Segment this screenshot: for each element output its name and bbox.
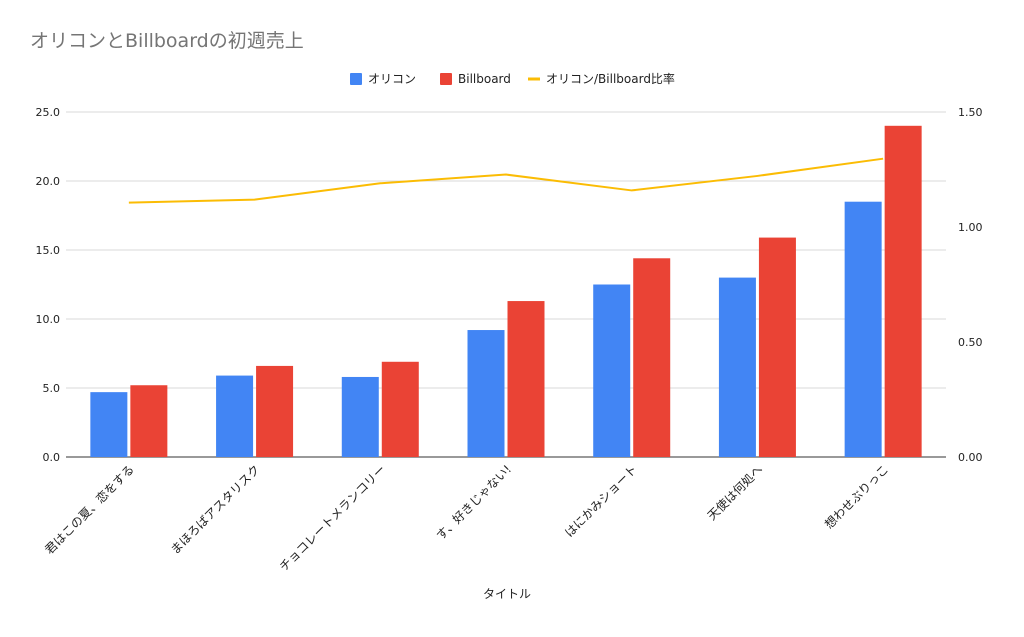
y2-tick-label: 0.00 [958, 451, 983, 464]
series-line [128, 157, 884, 204]
y-tick-label: 10.0 [36, 313, 61, 326]
bar [256, 365, 294, 457]
y2-tick-label: 0.50 [958, 336, 983, 349]
y-tick-label: 15.0 [36, 244, 61, 257]
bar [884, 125, 922, 458]
chart-title: オリコンとBillboardの初週売上 [30, 30, 304, 52]
bar [507, 301, 545, 457]
bar [341, 376, 379, 457]
y2-tick-label: 1.00 [958, 221, 983, 234]
bar [381, 361, 419, 457]
bar [90, 392, 128, 457]
x-tick-label: まほろばアスタリスク [168, 462, 263, 557]
x-tick-label: 君はこの夏、恋をする [42, 462, 137, 557]
x-axis-title: タイトル [483, 587, 531, 601]
legend-label: オリコン/Billboard比率 [546, 71, 675, 86]
x-tick-label: す、好きじゃない! [434, 462, 515, 543]
y-tick-label: 5.0 [43, 382, 61, 395]
bar [593, 284, 631, 457]
bar [718, 277, 756, 457]
legend-swatch [350, 73, 362, 85]
y-tick-label: 25.0 [36, 106, 61, 119]
x-tick-label: チョコレートメランコリー [277, 462, 389, 574]
legend-label: Billboard [458, 72, 511, 86]
legend-swatch [440, 73, 452, 85]
bar [844, 201, 882, 457]
y2-tick-label: 1.50 [958, 106, 983, 119]
legend-label: オリコン [368, 72, 416, 86]
bar [758, 237, 796, 457]
x-tick-label: 想わせぶりっこ [821, 462, 891, 532]
y-tick-label: 20.0 [36, 175, 61, 188]
y-tick-label: 0.0 [43, 451, 61, 464]
bar [216, 375, 254, 457]
bar [467, 330, 505, 457]
x-tick-label: はにかみショート [562, 462, 640, 540]
bar [130, 385, 168, 457]
x-tick-label: 天使は何処へ [704, 462, 766, 524]
bar [633, 258, 671, 457]
